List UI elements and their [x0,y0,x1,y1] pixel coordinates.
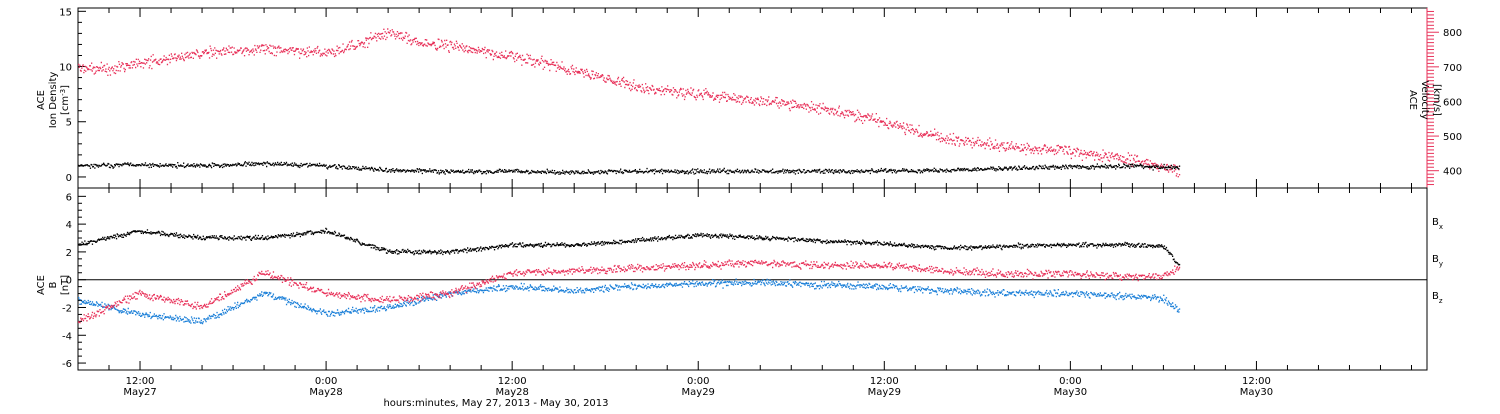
bottom-left-tick-label: 0 [66,276,72,287]
bottom-left-axis-title: ACE B [nT] [36,275,71,295]
top-panel-frame [77,7,1428,189]
bottom-left-tick-label: -2 [62,303,72,314]
legend-bz-sub: z [1439,297,1443,305]
top-left-title-line2: Ion Density [48,72,59,129]
bz-series-points [78,259,1181,324]
top-left-tick-label: 15 [59,7,72,18]
x-tick-label-time: 12:00 [498,376,527,387]
x-tick-label-date: May28 [309,387,342,398]
top-right-tick-label: 800 [1443,28,1462,39]
top-right-tick-label: 500 [1443,132,1462,143]
legend-by: By [1432,254,1443,268]
bottom-left-title-line3: [nT] [60,275,71,295]
legend-by-sub: y [1439,260,1443,268]
bottom-left-tick-label: 2 [66,248,72,259]
x-tick-label-time: 0:00 [315,376,337,387]
top-left-axis-title: ACE Ion Density [cm-3] [36,72,71,129]
top-right-axis-title: ACE Velocity [km/s] [1407,80,1442,119]
legend-bx-sub: x [1439,223,1443,231]
top-left-tick-label: 0 [66,173,72,184]
legend-bz: Bz [1432,291,1443,305]
top-right-title-line1: ACE [1407,90,1418,110]
velocity-series-points [78,28,1181,178]
x-tick-label-date: May30 [1054,387,1087,398]
x-tick-label-date: May27 [123,387,156,398]
top-left-title-line3: [cm-3] [59,85,71,115]
top-right-tick-label: 700 [1443,63,1462,74]
x-tick-label-date: May30 [1240,387,1273,398]
bottom-left-title-line2: B [48,281,59,288]
by-series [78,278,1181,325]
legend-bx-label: B [1432,217,1439,228]
bottom-left-tick-label: -4 [62,331,72,342]
legend-bx: Bx [1432,217,1443,231]
x-tick-label-time: 12:00 [1242,376,1271,387]
bottom-left-tick-label: 4 [66,220,72,231]
legend-by-label: B [1432,254,1439,265]
x-tick-label-time: 0:00 [1059,376,1081,387]
x-tick-label-time: 0:00 [687,376,709,387]
top-right-tick-label: 400 [1443,167,1462,178]
top-left-tick-label: 5 [66,118,72,129]
x-axis-title: hours:minutes, May 27, 2013 - May 30, 20… [383,398,608,409]
top-panel: 0 5 10 15 400 500 600 700 800 [59,7,1462,189]
x-tick-label-date: May28 [495,387,528,398]
bottom-left-title-line1: ACE [36,275,47,295]
top-right-tick-label: 600 [1443,97,1462,108]
top-left-tick-label: 10 [59,63,72,74]
x-tick-label-time: 12:00 [870,376,899,387]
legend-bz-label: B [1432,291,1439,302]
top-right-title-line3: [km/s] [1431,84,1442,116]
bz-series [78,259,1181,324]
top-left-unit-base: [cm [60,96,71,115]
bottom-left-tick-label: -6 [62,359,72,370]
x-tick-label-time: 12:00 [126,376,155,387]
top-left-unit-close: ] [60,85,71,89]
x-tick-label-date: May29 [682,387,715,398]
ion-density-series [78,161,1181,175]
ion-density-series-points [78,161,1181,175]
x-tick-label-date: May29 [868,387,901,398]
top-left-unit-exponent: -3 [59,89,67,96]
by-series-points [78,278,1181,325]
top-left-title-line1: ACE [36,90,47,110]
velocity-series [78,28,1181,178]
bx-series-points [78,227,1181,266]
bottom-left-tick-label: 6 [66,192,72,203]
bx-series [78,227,1181,266]
top-right-title-line2: Velocity [1419,80,1430,119]
bottom-panel-frame [77,187,1428,371]
x-axis: 12:00May270:00May2812:00May280:00May2912… [77,8,1412,398]
legend: Bx By Bz [1432,217,1443,305]
bottom-panel: -6 -4 -2 0 2 4 6 [62,187,1428,371]
